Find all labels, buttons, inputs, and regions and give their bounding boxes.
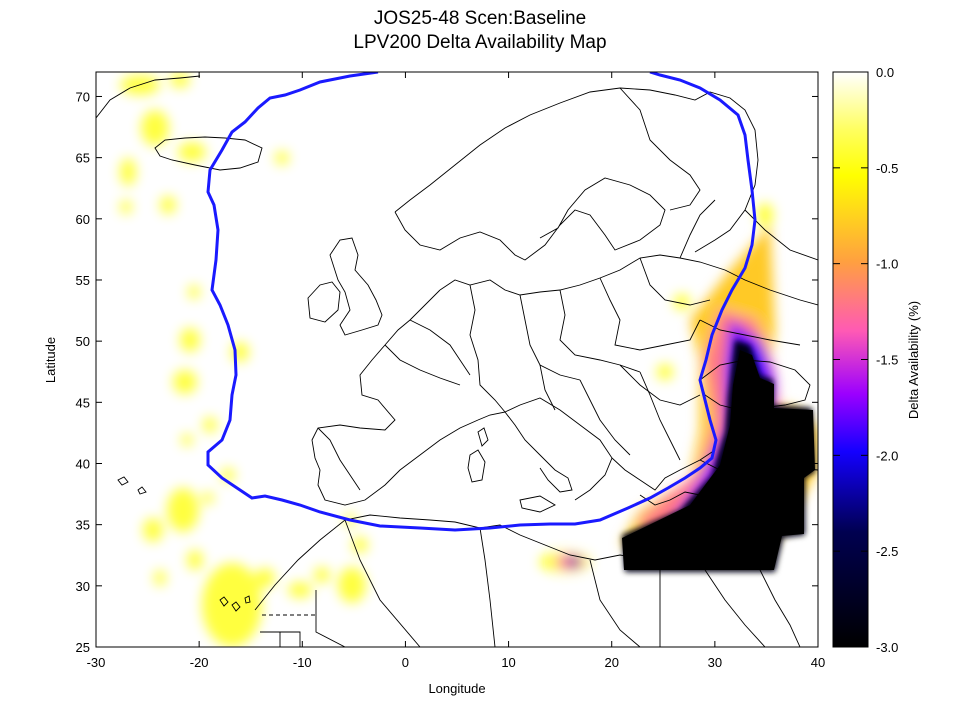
colorbar-tick-label: 0.0: [876, 65, 894, 80]
y-tick-label: 40: [76, 456, 90, 471]
y-tick-label: 45: [76, 395, 90, 410]
y-tick-label: 35: [76, 518, 90, 533]
service-area-contour: [206, 72, 757, 532]
colorbar-tick-label: -3.0: [876, 640, 898, 655]
y-axis-label: Latitude: [43, 337, 58, 383]
y-axis-ticks: 25 30 35 40 45 50 55 60 65 70: [76, 89, 818, 655]
coastlines: [96, 75, 818, 647]
colorbar-tick-label: -1.0: [876, 257, 898, 272]
y-tick-label: 70: [76, 89, 90, 104]
x-tick-label: -10: [293, 655, 312, 670]
x-tick-label: 10: [501, 655, 515, 670]
colorbar-tick-label: -0.5: [876, 161, 898, 176]
y-tick-label: 50: [76, 334, 90, 349]
plot-frame: [95, 71, 819, 648]
map-title-line-1: JOS25-48 Scen:Baseline: [373, 8, 587, 29]
x-tick-label: 20: [604, 655, 618, 670]
x-tick-label: -30: [87, 655, 106, 670]
x-axis-label: Longitude: [428, 681, 485, 696]
x-tick-label: 30: [708, 655, 722, 670]
x-tick-label: 0: [402, 655, 409, 670]
x-tick-label: 40: [811, 655, 825, 670]
colorbar-tick-label: -2.0: [876, 448, 898, 463]
map-title-line-2: LPV200 Delta Availability Map: [353, 32, 607, 53]
colorbar-ticks: 0.0 -0.5 -1.0 -1.5 -2.0 -2.5 -3.0: [833, 65, 898, 655]
x-axis-ticks: -30 -20 -10 0 10 20 30 40: [87, 72, 825, 670]
colorbar-tick-label: -1.5: [876, 353, 898, 368]
x-tick-label: -20: [190, 655, 209, 670]
y-tick-label: 30: [76, 579, 90, 594]
colorbar-tick-label: -2.5: [876, 544, 898, 559]
y-tick-label: 25: [76, 640, 90, 655]
y-tick-label: 60: [76, 212, 90, 227]
y-tick-label: 65: [76, 151, 90, 166]
colorbar-label: Delta Availability (%): [906, 301, 921, 419]
y-tick-label: 55: [76, 273, 90, 288]
delta-availability-heatmap: [120, 72, 818, 647]
